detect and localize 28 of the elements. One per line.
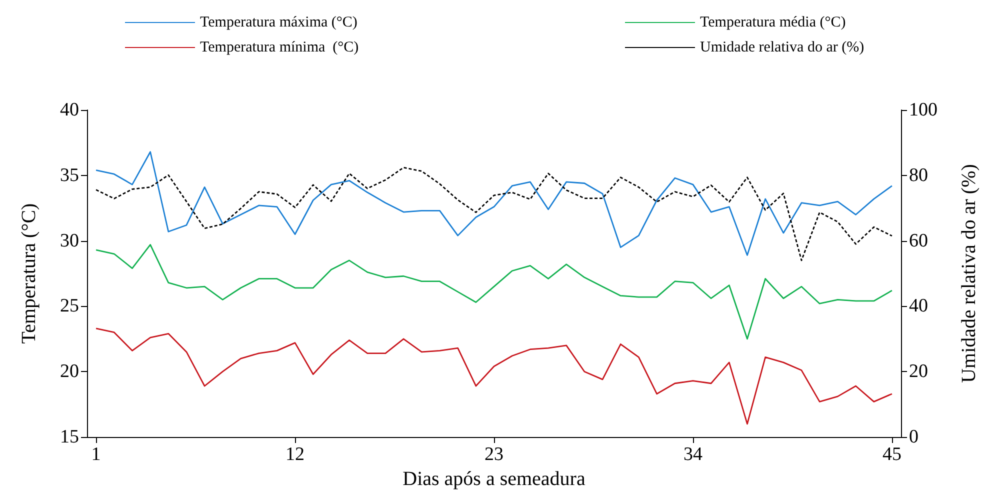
line-series [95, 244, 893, 340]
y-tick-label: 35 [60, 164, 79, 186]
y2-axis-title: Umidade relativa do ar (%) [958, 164, 980, 383]
x-tick-label: 12 [286, 444, 305, 465]
y2-tick-label: 0 [909, 426, 918, 448]
y2-tick-label: 60 [909, 230, 928, 252]
line-series [95, 166, 893, 262]
line-series [95, 151, 893, 256]
legend-label: Temperatura média (°C) [700, 14, 846, 30]
y2-tick-label: 40 [909, 296, 928, 317]
x-axis-title: Dias após a semeadura [402, 468, 586, 490]
y-axis-title: Temperatura (°C) [18, 203, 40, 344]
x-tick-label: 1 [91, 444, 101, 465]
y-tick-label: 15 [60, 426, 79, 448]
x-tick-label: 34 [683, 444, 703, 465]
y-tick-label: 40 [60, 100, 79, 120]
y2-tick-label: 20 [909, 361, 928, 382]
y-tick-label: 20 [60, 361, 79, 382]
y-tick-label: 30 [60, 230, 79, 252]
y2-tick-label: 80 [909, 164, 928, 186]
legend-label: Temperatura mínima (°C) [200, 40, 359, 56]
legend-label: Temperatura máxima (°C) [200, 14, 358, 30]
y2-tick-label: 100 [909, 100, 938, 120]
y-tick-label: 25 [60, 296, 79, 317]
x-tick-label: 23 [484, 444, 504, 465]
line-series [95, 328, 893, 425]
legend-label: Umidade relativa do ar (%) [700, 40, 864, 56]
x-tick-label: 45 [882, 444, 902, 465]
